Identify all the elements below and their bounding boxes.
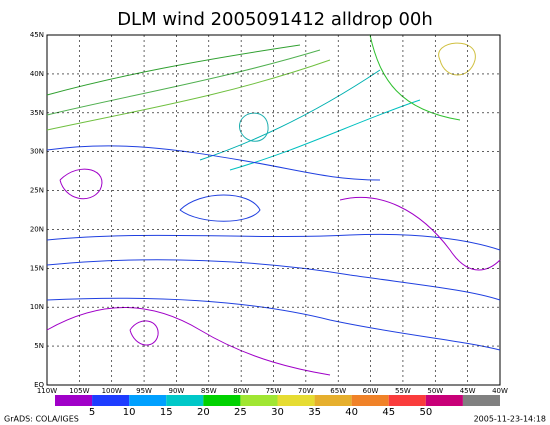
colorbar-swatch [277,395,315,406]
lat-label: 15N [30,264,44,272]
colorbar-swatch [351,395,389,406]
lat-label: 5N [34,342,44,350]
colorbar-label: 35 [308,407,321,418]
colorbar-swatch [203,395,241,406]
colorbar-label: 15 [160,407,173,418]
colorbar: 5 10 15 20 25 30 35 40 45 50 [55,395,500,418]
colorbar-label: 30 [271,407,284,418]
lon-label: 70W [298,387,314,395]
colorbar-swatch [129,395,167,406]
lon-label: 110W [37,387,57,395]
colorbar-swatch [240,395,278,406]
colorbar-label: 40 [345,407,358,418]
colorbar-label: 25 [234,407,247,418]
colorbar-label: 20 [197,407,210,418]
lon-label: 100W [102,387,122,395]
lon-label: 60W [363,387,379,395]
colorbar-swatch [314,395,352,406]
colorbar-label: 10 [123,407,136,418]
colorbar-swatch [462,395,500,406]
lon-label: 95W [136,387,152,395]
lat-label: 10N [30,303,44,311]
lon-label: 90W [169,387,185,395]
footer-left: GrADS: COLA/IGES [4,415,79,424]
lat-label: 25N [30,187,44,195]
lat-label: 30N [30,148,44,156]
lon-label: 105W [69,387,89,395]
lon-label: 65W [330,387,346,395]
lon-label: 40W [492,387,508,395]
title: DLM wind 2005091412 alldrop 00h [117,9,433,30]
lon-label: 45W [460,387,476,395]
lon-label: 80W [233,387,249,395]
lon-label: 85W [201,387,217,395]
lat-label: EQ [34,381,44,389]
colorbar-swatch [55,395,93,406]
colorbar-label: 45 [382,407,395,418]
streamlines [46,34,501,376]
colorbar-label: 50 [419,407,432,418]
colorbar-swatch [92,395,130,406]
colorbar-swatch [166,395,204,406]
colorbar-swatch [425,395,463,406]
lat-label: 20N [30,225,44,233]
lon-label: 75W [266,387,282,395]
colorbar-label: 5 [89,407,95,418]
lat-label: 45N [30,31,44,39]
colorbar-swatch [388,395,426,406]
lat-label: 40N [30,70,44,78]
lon-label: 50W [427,387,443,395]
lon-label: 55W [395,387,411,395]
lat-label: 35N [30,109,44,117]
footer-right: 2005-11-23-14:18 [474,415,546,424]
